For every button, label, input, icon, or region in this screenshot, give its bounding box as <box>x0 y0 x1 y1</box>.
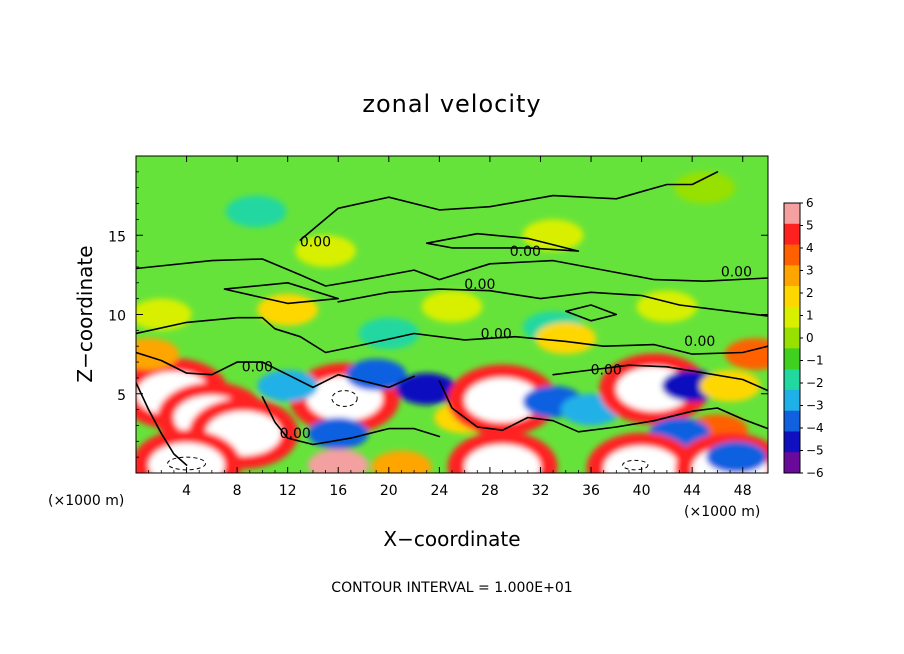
field-feature <box>136 298 192 331</box>
colorbar-swatch <box>784 369 800 391</box>
x-axis-label: X−coordinate <box>383 527 520 551</box>
colorbar-swatch <box>784 389 800 412</box>
field-feature <box>725 338 768 370</box>
colorbar-swatch <box>784 286 800 308</box>
colorbar-swatch <box>784 223 800 246</box>
colorbar-tick-label: 2 <box>806 286 814 300</box>
y-tick-label: 15 <box>108 229 126 245</box>
colorbar-swatch <box>784 203 800 225</box>
contour-label: 0.00 <box>242 360 273 376</box>
contour-label: 0.00 <box>481 326 512 342</box>
zero-contour-line <box>337 288 768 317</box>
y-tick-label: 10 <box>108 309 126 325</box>
negative-contour-line <box>331 390 358 407</box>
colorbar-tick-label: 4 <box>806 241 814 255</box>
field-feature <box>136 338 179 370</box>
field-feature <box>603 446 680 473</box>
colorbar-swatch <box>784 244 800 266</box>
zero-contour-line <box>136 381 188 466</box>
x-tick-label: 8 <box>233 483 242 499</box>
field-feature <box>307 449 369 473</box>
y-tick-label: 5 <box>117 388 126 404</box>
x-tick-label: 20 <box>380 483 398 499</box>
zero-contour-line <box>136 351 415 389</box>
zero-contour-line <box>299 171 719 241</box>
zero-contour-line <box>565 304 618 322</box>
colorbar-tick-label: −5 <box>806 444 824 458</box>
plot-area: 0.00 0.00 0.00 0.00 0.00 0.00 0.00 0.00 0.00 <box>136 156 768 473</box>
x-tick-label: 48 <box>734 483 752 499</box>
colorbar-swatch <box>784 431 800 453</box>
x-tick-label: 44 <box>683 483 701 499</box>
colorbar-swatch <box>784 306 800 329</box>
colorbar: 6 5 4 3 2 1 0 −1 −2 −3 −4 −5 −6 <box>783 196 824 480</box>
field-feature <box>706 441 767 473</box>
negative-contour-line <box>167 456 207 471</box>
chart-title: zonal velocity <box>362 90 541 118</box>
contour-label: 0.00 <box>591 363 622 379</box>
x-unit-right: (×1000 m) <box>684 504 760 520</box>
x-tick-label: 12 <box>279 483 297 499</box>
x-unit-left: (×1000 m) <box>48 493 124 509</box>
x-tick-label: 36 <box>582 483 600 499</box>
colorbar-tick-label: 3 <box>806 264 814 278</box>
zero-contour-line <box>136 316 768 355</box>
field-feature <box>358 317 420 350</box>
x-tick-label: 16 <box>329 483 347 499</box>
colorbar-tick-label: 5 <box>806 219 814 233</box>
colorbar-swatch <box>784 348 800 370</box>
colorbar-swatch <box>784 452 800 474</box>
zero-contour-line <box>136 258 768 287</box>
zero-contour-line <box>552 364 768 392</box>
field-feature <box>421 290 483 323</box>
field-feature <box>307 417 369 450</box>
colorbar-tick-label: 0 <box>806 331 814 345</box>
contour-label: 0.00 <box>300 234 331 250</box>
field-feature <box>345 358 407 391</box>
field-feature <box>295 235 356 267</box>
field-feature <box>225 195 287 228</box>
field-feature <box>464 377 541 423</box>
colorbar-swatch <box>784 410 800 432</box>
field-feature <box>148 442 225 473</box>
field-feature <box>522 219 584 252</box>
zero-contours: 0.00 0.00 0.00 0.00 0.00 0.00 0.00 0.00 0.00 <box>136 171 768 471</box>
x-tick-label: 24 <box>430 483 448 499</box>
field-feature <box>464 444 541 473</box>
zero-contour-line <box>261 396 441 446</box>
field-feature <box>396 373 458 405</box>
zero-contour-line <box>425 232 580 252</box>
colorbar-tick-label: −2 <box>806 376 824 390</box>
contour-interval-text: CONTOUR INTERVAL = 1.000E+01 <box>331 580 572 596</box>
colorbar-tick-label: −1 <box>806 354 824 368</box>
colorbar-tick-label: 6 <box>806 196 814 210</box>
negative-contour-line <box>622 459 649 471</box>
contour-label: 0.00 <box>684 334 715 350</box>
colorbar-swatch <box>784 265 800 287</box>
field-feature <box>257 369 319 402</box>
zero-contour-line <box>223 282 339 305</box>
x-tick-label: 28 <box>481 483 499 499</box>
x-tick-label: 40 <box>633 483 651 499</box>
x-axis: 4 8 12 16 20 24 28 32 36 40 44 48 <box>148 156 756 499</box>
contour-label: 0.00 <box>510 244 541 260</box>
y-axis-label: Z−coordinate <box>73 245 97 382</box>
x-tick-label: 32 <box>532 483 550 499</box>
contour-label: 0.00 <box>721 264 752 280</box>
field-feature <box>674 171 736 204</box>
colorbar-tick-label: −3 <box>806 399 824 413</box>
colorbar-swatch <box>784 327 800 349</box>
field-feature <box>699 369 761 402</box>
field-feature <box>535 322 597 355</box>
x-tick-label: 4 <box>182 483 191 499</box>
contour-label: 0.00 <box>464 277 495 293</box>
contour-label: 0.00 <box>280 426 311 442</box>
colorbar-tick-label: −6 <box>806 466 824 480</box>
field-feature <box>371 450 432 473</box>
colorbar-tick-label: −4 <box>806 421 824 435</box>
colorbar-tick-label: 1 <box>806 309 814 323</box>
y-axis: 5 10 15 <box>108 171 768 458</box>
zero-contour-line <box>438 380 768 433</box>
